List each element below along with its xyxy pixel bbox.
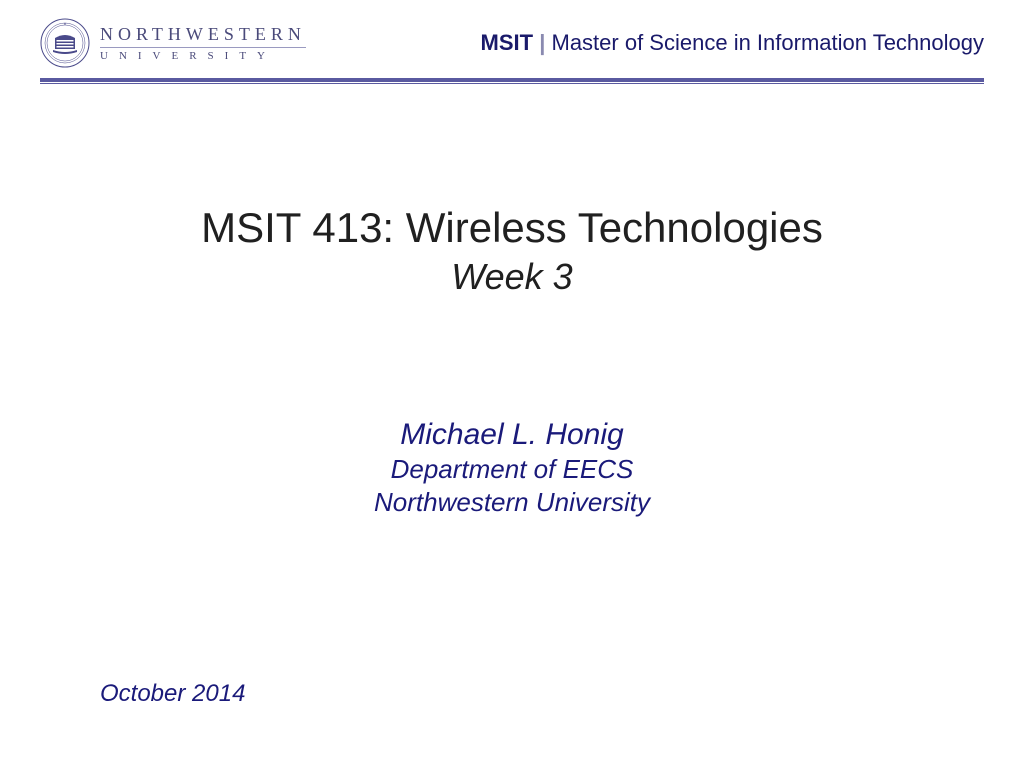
author-university: Northwestern University [0,487,1024,518]
logo-block: ★ NORTHWESTERN UNIVERSITY [40,18,306,68]
author-department: Department of EECS [0,454,1024,485]
slide-header: ★ NORTHWESTERN UNIVERSITY MSIT | Master … [0,0,1024,78]
wordmark-divider [100,47,306,48]
program-separator: | [533,30,551,55]
author-name: Michael L. Honig [0,418,1024,452]
header-rule [40,78,984,84]
university-wordmark: NORTHWESTERN UNIVERSITY [100,24,306,62]
wordmark-line1: NORTHWESTERN [100,24,306,45]
svg-text:★: ★ [64,22,67,26]
wordmark-line2: UNIVERSITY [100,50,306,62]
course-week: Week 3 [0,256,1024,298]
program-title: MSIT | Master of Science in Information … [481,30,984,56]
course-title: MSIT 413: Wireless Technologies [0,204,1024,252]
author-block: Michael L. Honig Department of EECS Nort… [0,418,1024,518]
program-acronym: MSIT [481,30,534,55]
program-fullname: Master of Science in Information Technol… [552,30,985,55]
title-block: MSIT 413: Wireless Technologies Week 3 [0,204,1024,298]
slide-date: October 2014 [100,680,245,708]
university-seal-icon: ★ [40,18,90,68]
